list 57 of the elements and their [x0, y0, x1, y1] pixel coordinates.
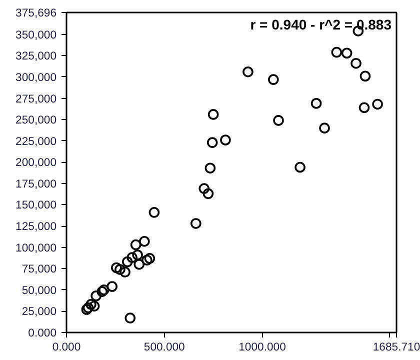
- point: [124, 312, 136, 324]
- point: [148, 207, 160, 218]
- y-tick-label: 100,000: [16, 242, 57, 254]
- point: [86, 299, 96, 310]
- point: [310, 98, 322, 109]
- x-tick-label: 0.000: [52, 342, 81, 354]
- y-tick-label: 275,000: [16, 93, 57, 106]
- point: [360, 70, 371, 82]
- y-tick-label: 150,000: [16, 200, 57, 212]
- point: [341, 48, 352, 59]
- point: [198, 183, 210, 194]
- y-tick-label: 200,000: [16, 157, 57, 170]
- point: [206, 137, 218, 148]
- point: [122, 256, 133, 268]
- point: [120, 266, 130, 278]
- point: [331, 46, 342, 58]
- y-tick-label: 125,000: [16, 221, 57, 234]
- y-tick-label: 0.000: [28, 328, 57, 340]
- point: [319, 122, 330, 134]
- point: [142, 254, 152, 266]
- x-tick-label: 1685.710: [372, 342, 420, 354]
- y-tick-label: 325,000: [16, 50, 57, 63]
- point: [204, 162, 216, 174]
- point: [294, 162, 306, 173]
- point: [190, 218, 202, 229]
- point: [134, 258, 145, 270]
- point: [111, 262, 122, 274]
- point: [132, 250, 143, 260]
- point: [202, 188, 214, 200]
- point: [242, 66, 254, 78]
- point: [372, 98, 383, 110]
- y-tick-label: 375,696: [16, 8, 57, 20]
- point: [90, 290, 102, 302]
- point: [220, 134, 231, 146]
- x-tick-label: 1000.000: [238, 342, 286, 354]
- point: [139, 236, 150, 247]
- y-tick-label: 350,000: [16, 29, 57, 42]
- point: [114, 264, 126, 275]
- point: [268, 74, 279, 85]
- point: [130, 239, 142, 250]
- point: [208, 109, 219, 120]
- point: [144, 253, 156, 264]
- y-tick-label: 300,000: [16, 72, 57, 84]
- point: [88, 300, 100, 312]
- point: [350, 58, 362, 69]
- point: [126, 252, 138, 263]
- y-tick-label: 25,000: [22, 306, 57, 318]
- point: [358, 102, 370, 114]
- point: [273, 115, 284, 126]
- y-tick-label: 50,000: [22, 284, 57, 297]
- x-tick-label: 500.000: [144, 342, 185, 354]
- y-tick-label: 75,000: [22, 264, 57, 276]
- annotation: r = 0.940 - r^2 = 0.883: [250, 16, 392, 32]
- y-tick-label: 225,000: [16, 136, 57, 148]
- y-tick-label: 175,000: [16, 178, 57, 190]
- y-tick-label: 250,000: [16, 114, 57, 127]
- point: [106, 281, 118, 292]
